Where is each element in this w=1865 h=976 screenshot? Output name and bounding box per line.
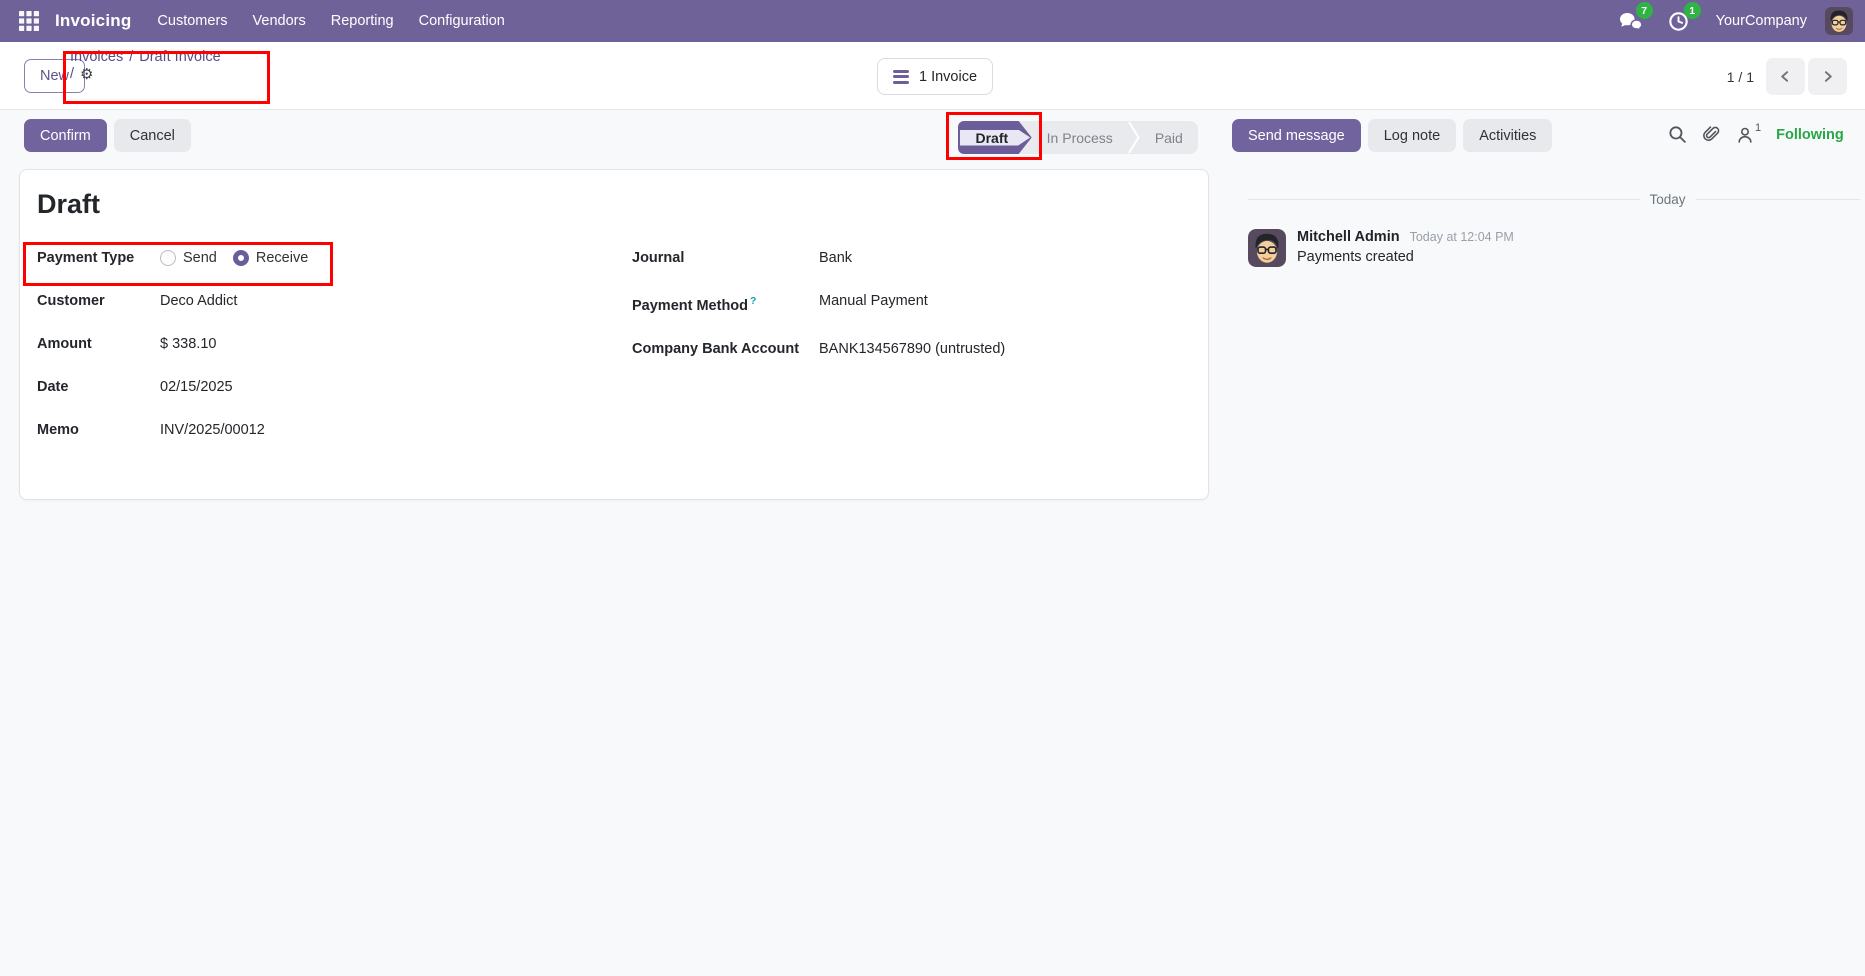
stage-draft[interactable]: Draft bbox=[958, 121, 1032, 154]
attachments-button[interactable] bbox=[1702, 125, 1721, 144]
paperclip-icon bbox=[1703, 126, 1720, 142]
stage-in-process[interactable]: In Process bbox=[1046, 129, 1113, 146]
chevron-left-icon bbox=[1781, 71, 1789, 82]
cancel-button[interactable]: Cancel bbox=[113, 119, 191, 152]
breadcrumb-separator: / bbox=[129, 49, 134, 65]
chat-bubbles-icon bbox=[1620, 12, 1643, 32]
user-avatar-image bbox=[1825, 7, 1853, 35]
menu-reporting[interactable]: Reporting bbox=[330, 13, 394, 29]
message-timestamp: Today at 12:04 PM bbox=[1409, 230, 1514, 244]
send-message-button[interactable]: Send message bbox=[1232, 119, 1361, 152]
radio-option-send[interactable]: Send bbox=[160, 246, 217, 270]
payment-method-label: Payment Method? bbox=[632, 295, 757, 314]
breadcrumb-current[interactable]: Draft Invoice bbox=[139, 49, 221, 65]
app-name[interactable]: Invoicing bbox=[55, 11, 132, 30]
list-lines-icon bbox=[893, 69, 909, 84]
stage-paid[interactable]: Paid bbox=[1154, 129, 1183, 146]
memo-value[interactable]: INV/2025/00012 bbox=[160, 422, 265, 438]
help-icon: ? bbox=[750, 295, 757, 307]
stage-draft-label: Draft bbox=[960, 130, 1031, 146]
company-switcher[interactable]: YourCompany bbox=[1715, 13, 1807, 29]
followers-count: 1 bbox=[1755, 121, 1762, 134]
radio-receive-label: Receive bbox=[255, 250, 309, 266]
message-author[interactable]: Mitchell Admin bbox=[1297, 229, 1400, 245]
invoice-count-label: 1 Invoice bbox=[919, 68, 978, 85]
journal-label: Journal bbox=[632, 250, 685, 266]
following-toggle[interactable]: Following bbox=[1776, 126, 1844, 143]
payment-type-label: Payment Type bbox=[37, 250, 135, 266]
company-bank-account-row: Company Bank Account BANK134567890 (untr… bbox=[632, 337, 1192, 361]
payment-method-row: Payment Method? Manual Payment bbox=[632, 289, 1192, 318]
company-bank-account-label: Company Bank Account bbox=[632, 340, 800, 357]
menu-customers[interactable]: Customers bbox=[157, 13, 228, 29]
payment-method-value[interactable]: Manual Payment bbox=[819, 293, 928, 309]
message-avatar-image bbox=[1248, 229, 1286, 267]
followers-button[interactable]: 1 bbox=[1736, 122, 1761, 144]
form-sheet: Draft Payment Type Send Receive bbox=[19, 169, 1209, 500]
radio-receive[interactable] bbox=[232, 250, 249, 266]
chevron-right-icon bbox=[1824, 71, 1832, 82]
memo-row: Memo INV/2025/00012 bbox=[37, 418, 632, 442]
activities-button[interactable]: 1 bbox=[1666, 2, 1701, 33]
clock-icon bbox=[1669, 11, 1688, 31]
chatter: Today Mitchell Admin Today at 12:04 PM bbox=[1248, 192, 1860, 267]
record-title: Draft bbox=[37, 189, 101, 219]
messages-badge: 7 bbox=[1635, 2, 1653, 19]
date-value[interactable]: 02/15/2025 bbox=[160, 379, 233, 395]
confirm-button[interactable]: Confirm bbox=[24, 119, 107, 152]
menu-vendors[interactable]: Vendors bbox=[252, 13, 306, 29]
control-panel: New Invoices / Draft Invoice / ⚙ 1 Invoi… bbox=[0, 42, 1865, 110]
user-avatar[interactable] bbox=[1825, 7, 1853, 35]
follower-person-icon bbox=[1738, 127, 1752, 143]
stage-separator-icon bbox=[1127, 121, 1140, 154]
customer-label: Customer bbox=[37, 293, 105, 309]
date-divider: Today bbox=[1248, 192, 1860, 207]
search-icon bbox=[1669, 126, 1686, 143]
pager-next-button[interactable] bbox=[1808, 58, 1847, 95]
payment-type-row: Payment Type Send Receive bbox=[37, 246, 632, 270]
activities-badge: 1 bbox=[1683, 2, 1701, 19]
grid-icon bbox=[19, 11, 39, 31]
amount-row: Amount $ 338.10 bbox=[37, 332, 632, 356]
radio-send-label: Send bbox=[183, 250, 217, 266]
customer-row: Customer Deco Addict bbox=[37, 289, 632, 313]
breadcrumb-separator-2: / bbox=[70, 66, 75, 82]
search-messages-button[interactable] bbox=[1668, 125, 1687, 144]
apps-grid-icon[interactable] bbox=[12, 4, 46, 38]
messages-button[interactable]: 7 bbox=[1618, 2, 1653, 33]
date-row: Date 02/15/2025 bbox=[37, 375, 632, 399]
message-avatar bbox=[1248, 229, 1286, 267]
radio-send[interactable] bbox=[160, 250, 176, 266]
activities-button-chatter[interactable]: Activities bbox=[1463, 119, 1553, 152]
chatter-message: Mitchell Admin Today at 12:04 PM Payment… bbox=[1248, 229, 1860, 267]
pager-previous-button[interactable] bbox=[1766, 58, 1805, 95]
statusbar: Draft In Process Paid bbox=[958, 121, 1198, 154]
company-bank-account-value[interactable]: BANK134567890 (untrusted) bbox=[819, 340, 1006, 357]
radio-option-receive[interactable]: Receive bbox=[232, 246, 309, 270]
log-note-button[interactable]: Log note bbox=[1367, 119, 1457, 152]
breadcrumb: Invoices / Draft Invoice / ⚙ bbox=[70, 49, 221, 83]
main-content: Confirm Cancel Draft In Process Paid Sen… bbox=[0, 110, 1865, 976]
customer-value[interactable]: Deco Addict bbox=[160, 293, 238, 309]
amount-label: Amount bbox=[37, 336, 92, 352]
journal-value[interactable]: Bank bbox=[819, 250, 853, 266]
breadcrumb-invoices-link[interactable]: Invoices bbox=[70, 49, 124, 65]
pager-value: 1 / 1 bbox=[1726, 68, 1754, 85]
top-navbar: Invoicing Customers Vendors Reporting Co… bbox=[0, 0, 1865, 42]
journal-row: Journal Bank bbox=[632, 246, 1192, 270]
memo-label: Memo bbox=[37, 422, 79, 438]
amount-value[interactable]: $ 338.10 bbox=[160, 336, 217, 352]
invoice-count-button[interactable]: 1 Invoice bbox=[877, 58, 994, 95]
date-label: Date bbox=[37, 379, 69, 395]
new-button[interactable]: New bbox=[24, 59, 86, 93]
message-body: Payments created bbox=[1297, 249, 1414, 265]
menu-configuration[interactable]: Configuration bbox=[418, 13, 505, 29]
gear-icon[interactable]: ⚙ bbox=[80, 65, 94, 83]
pager: 1 / 1 bbox=[1727, 58, 1847, 95]
